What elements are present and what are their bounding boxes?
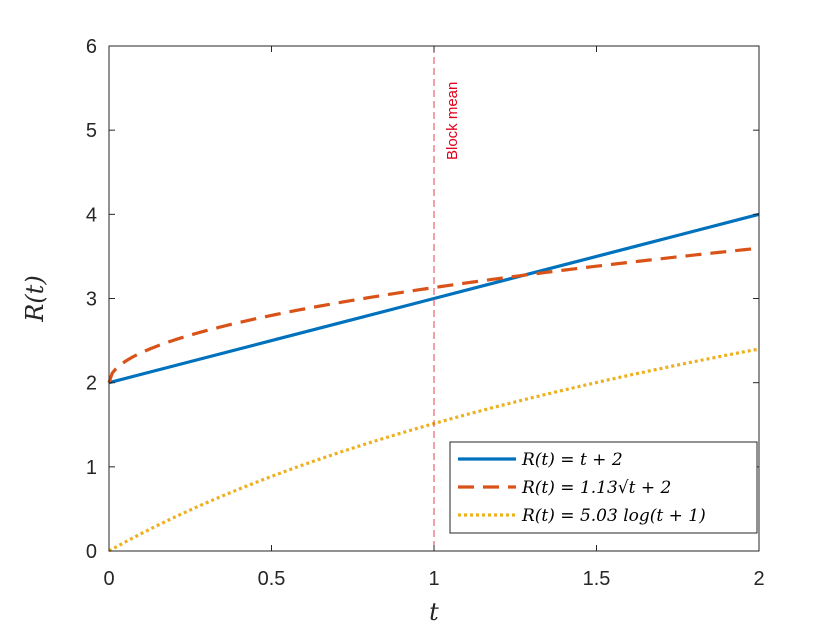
reference-line-layer: Block mean [433, 46, 461, 551]
legend-box [449, 441, 758, 534]
y-tick-label: 3 [86, 289, 97, 311]
x-axis-label: t [429, 598, 439, 626]
series-line-2 [107, 246, 760, 384]
y-tick-label: 1 [86, 457, 97, 479]
y-tick-label: 6 [86, 36, 97, 58]
x-tick-label: 1 [428, 568, 439, 590]
x-tick-label: 1.5 [583, 568, 611, 590]
x-tick-label: 0 [103, 568, 114, 590]
series-line-1 [108, 212, 760, 385]
reference-line-label: Block mean [444, 82, 461, 160]
x-tick-label: 0.5 [258, 568, 286, 590]
y-tick-label: 2 [86, 373, 97, 395]
legend: R(t) = t + 2 R(t) = 1.13√t + 2 R(t) = 5.03… [449, 441, 758, 534]
ticks-layer: 0 0.5 1 1.5 2 0 1 2 3 4 5 6 [86, 36, 765, 590]
legend-label-1: R(t) = t + 2 [521, 450, 623, 470]
y-tick-label: 0 [86, 541, 97, 563]
x-tick-label: 2 [753, 568, 764, 590]
y-tick-label: 5 [86, 120, 97, 142]
y-tick-label: 4 [86, 204, 97, 226]
legend-label-3: R(t) = 5.03 log(t + 1) [521, 506, 706, 526]
legend-label-2: R(t) = 1.13√t + 2 [521, 478, 671, 498]
y-axis-label: R(t) [21, 275, 49, 322]
